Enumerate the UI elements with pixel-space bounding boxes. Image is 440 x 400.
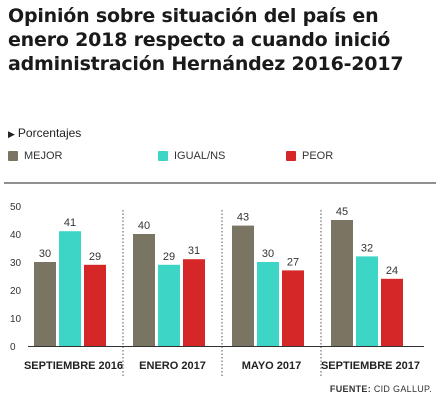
bar-mejor-2 xyxy=(232,225,254,346)
legend-item-igual: IGUAL/NS xyxy=(158,150,225,162)
bar-igualns-1 xyxy=(158,264,180,346)
y-tick-label: 30 xyxy=(10,258,22,269)
triangle-right-icon: ▶ xyxy=(8,129,15,139)
data-label: 32 xyxy=(361,242,373,254)
legend-item-peor: PEOR xyxy=(286,150,333,162)
subtitle-text: Porcentajes xyxy=(17,126,82,140)
legend-label-igual: IGUAL/NS xyxy=(174,150,226,162)
data-label: 31 xyxy=(188,245,200,257)
legend-label-mejor: MEJOR xyxy=(24,150,63,162)
legend-swatch-mejor xyxy=(8,151,18,161)
bar-mejor-3 xyxy=(331,220,353,346)
bar-peor-1 xyxy=(183,259,205,346)
bar-igualns-3 xyxy=(356,256,378,346)
bar-peor-2 xyxy=(282,270,304,346)
bar-igualns-0 xyxy=(59,231,81,346)
bar-peor-3 xyxy=(381,278,403,346)
legend-swatch-peor xyxy=(286,151,296,161)
source-name: CID GALLUP. xyxy=(371,384,432,394)
data-label: 41 xyxy=(64,217,76,229)
chart-title: Opinión sobre situación del país en ener… xyxy=(8,4,432,76)
bar-mejor-0 xyxy=(34,262,56,346)
bar-chart: 0 10 20 30 40 50 30 41 29 SEPTIEMBRE 2016 40 29 31 EN… xyxy=(4,182,436,378)
legend-swatch-igual xyxy=(158,151,168,161)
data-label: 43 xyxy=(237,212,249,224)
category-label: SEPTIEMBRE 2016 xyxy=(24,360,123,372)
bar-igualns-2 xyxy=(257,262,279,346)
y-tick-label: 10 xyxy=(10,314,22,325)
legend: MEJOR IGUAL/NS PEOR xyxy=(8,150,432,166)
title-line-3: administración Hernández 2016-2017 xyxy=(8,53,404,75)
y-tick-label: 20 xyxy=(10,286,22,297)
source-label: FUENTE: xyxy=(329,384,372,394)
subtitle: ▶ Porcentajes xyxy=(8,126,81,140)
title-line-1: Opinión sobre situación del país en xyxy=(8,5,379,27)
y-tick-label: 40 xyxy=(10,230,22,241)
y-tick-label: 50 xyxy=(10,202,22,213)
title-line-2: enero 2018 respecto a cuando inició xyxy=(8,29,391,51)
category-label: ENERO 2017 xyxy=(139,360,206,372)
source-note: FUENTE: CID GALLUP. xyxy=(330,384,432,394)
category-label: MAYO 2017 xyxy=(242,360,302,372)
data-label: 30 xyxy=(262,248,274,260)
bar-mejor-1 xyxy=(133,234,155,346)
data-label: 29 xyxy=(163,251,175,263)
bar-peor-0 xyxy=(84,264,106,346)
data-label: 27 xyxy=(287,256,299,268)
data-label: 29 xyxy=(89,251,101,263)
data-label: 24 xyxy=(386,265,398,277)
data-label: 40 xyxy=(138,220,150,232)
legend-label-peor: PEOR xyxy=(302,150,334,162)
y-tick-label: 0 xyxy=(10,342,16,353)
data-label: 45 xyxy=(336,206,348,218)
data-label: 30 xyxy=(39,248,51,260)
category-label: SEPTIEMBRE 2017 xyxy=(321,360,420,372)
legend-item-mejor: MEJOR xyxy=(8,150,63,162)
